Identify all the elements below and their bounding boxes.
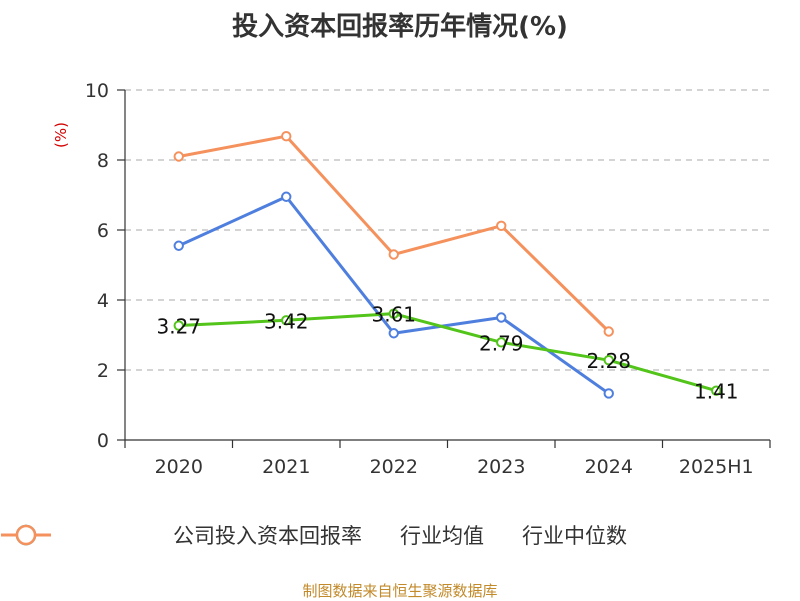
y-tick-label-4: 4 (97, 290, 109, 312)
data-point-s1-2022 (388, 328, 399, 339)
legend-orange-line-icon (1, 524, 51, 546)
data-label-2025H1: 1.41 (694, 380, 739, 404)
x-tick-label-2020: 2020 (155, 456, 203, 478)
data-point-s1-2020 (173, 240, 184, 251)
x-tick-label-2025H1: 2025H1 (679, 456, 754, 478)
data-point-s2-2023 (496, 220, 507, 232)
legend-label-industry-median: 行业中位数 (522, 524, 627, 548)
x-tick-label-2023: 2023 (477, 456, 525, 478)
legend-item-industry-average[interactable]: 行业均值 (1, 520, 484, 550)
data-point-s1-2023 (496, 312, 507, 323)
x-tick-label-2022: 2022 (370, 456, 418, 478)
series-line-1 (178, 195, 610, 395)
data-point-s1-2024 (603, 388, 614, 399)
data-point-s2-2020 (173, 151, 184, 162)
data-point-s0-2023 (496, 337, 507, 348)
data-point-s2-2021 (281, 131, 292, 142)
y-tick-label-6: 6 (97, 220, 109, 242)
legend-item-company-roic[interactable]: 公司投入资本回报率 (1, 520, 362, 550)
y-tick-label-2: 2 (97, 360, 109, 382)
data-point-s2-2024 (603, 326, 614, 337)
source-note: 制图数据来自恒生聚源数据库 (302, 582, 498, 600)
data-point-s0-2024 (603, 355, 614, 366)
data-point-s1-2021 (281, 191, 292, 202)
legend: 公司投入资本回报率 行业均值 行业中位数 (0, 520, 800, 550)
data-point-s0-2025H1 (711, 385, 722, 396)
data-label-2023: 2.79 (479, 331, 524, 355)
data-label-2021: 3.42 (264, 309, 309, 333)
data-point-s0-2021 (281, 315, 292, 326)
y-tick-label-0: 0 (97, 430, 109, 452)
chart-title: 投入资本回报率历年情况(%) (232, 12, 568, 42)
data-point-s0-2020 (173, 320, 184, 331)
data-label-2022: 3.61 (371, 303, 416, 327)
data-point-s2-2022 (388, 249, 399, 260)
legend-item-industry-median[interactable]: 行业中位数 (1, 520, 627, 550)
data-point-s0-2022 (388, 308, 399, 319)
y-tick-label-8: 8 (97, 150, 109, 172)
legend-label-industry-average: 行业均值 (400, 524, 484, 548)
x-tick-label-2024: 2024 (585, 456, 633, 478)
data-label-2020: 3.27 (156, 315, 201, 339)
x-tick-label-2021: 2021 (262, 456, 310, 478)
y-tick-label-10: 10 (85, 80, 109, 102)
series-line-0 (178, 312, 717, 393)
data-label-2024: 2.28 (586, 349, 631, 373)
legend-label-company-roic: 公司投入资本回报率 (173, 524, 362, 548)
